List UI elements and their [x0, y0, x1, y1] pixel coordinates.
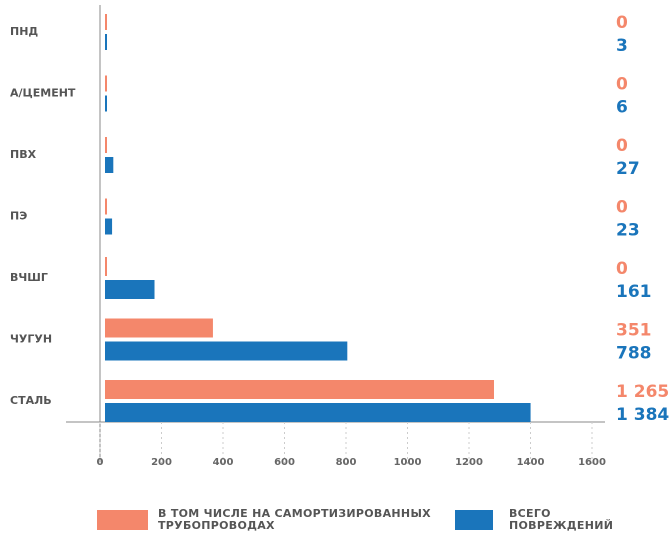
value-label: 0 [616, 136, 628, 156]
bar [105, 218, 113, 235]
bar [105, 157, 114, 173]
bar [105, 318, 213, 338]
legend-swatch [455, 510, 493, 530]
bar [105, 280, 155, 299]
legend-swatch [97, 510, 148, 530]
value-label: 788 [616, 344, 652, 364]
x-tick-label: 1400 [517, 457, 545, 468]
value-label: 6 [616, 98, 628, 118]
value-label: 0 [616, 13, 628, 33]
x-tick-label: 800 [336, 457, 357, 468]
value-label: 3 [616, 36, 628, 56]
x-tick-label: 1600 [578, 457, 606, 468]
bar [105, 137, 107, 153]
y-tick-label: ПЭ [10, 210, 27, 223]
x-tick-label: 600 [274, 457, 295, 468]
x-tick-label: 400 [213, 457, 234, 468]
bar [105, 34, 107, 50]
y-tick-label: ПНД [10, 25, 38, 38]
bar [105, 403, 531, 422]
bar [105, 198, 107, 215]
y-tick-label: СТАЛЬ [10, 394, 52, 407]
value-label: 0 [616, 75, 628, 95]
bar [105, 95, 107, 112]
bar [105, 257, 107, 276]
bar [105, 14, 107, 30]
x-tick-label: 0 [97, 457, 104, 468]
value-label: 27 [616, 159, 640, 179]
y-tick-label: ЧУГУН [10, 333, 52, 346]
legend-label: В ТОМ ЧИСЛЕ НА САМОРТИЗИРОВАННЫХ ТРУБОПР… [158, 507, 431, 532]
x-tick-label: 1000 [394, 457, 422, 468]
value-label: 351 [616, 321, 652, 341]
x-tick-label: 200 [151, 457, 172, 468]
bar [105, 341, 348, 361]
x-tick-label: 1200 [455, 457, 483, 468]
bar [105, 75, 107, 92]
value-label: 161 [616, 282, 652, 302]
value-label: 23 [616, 221, 640, 241]
bar [105, 380, 494, 399]
y-tick-label: ВЧШГ [10, 271, 48, 284]
value-label: 1 384 [616, 405, 669, 425]
legend-label: ВСЕГО ПОВРЕЖДЕНИЙ [509, 507, 614, 532]
value-label: 0 [616, 259, 628, 279]
y-tick-label: А/ЦЕМЕНТ [10, 87, 76, 100]
y-tick-label: ПВХ [10, 148, 37, 161]
value-label: 1 265 [616, 382, 669, 402]
value-label: 0 [616, 198, 628, 218]
